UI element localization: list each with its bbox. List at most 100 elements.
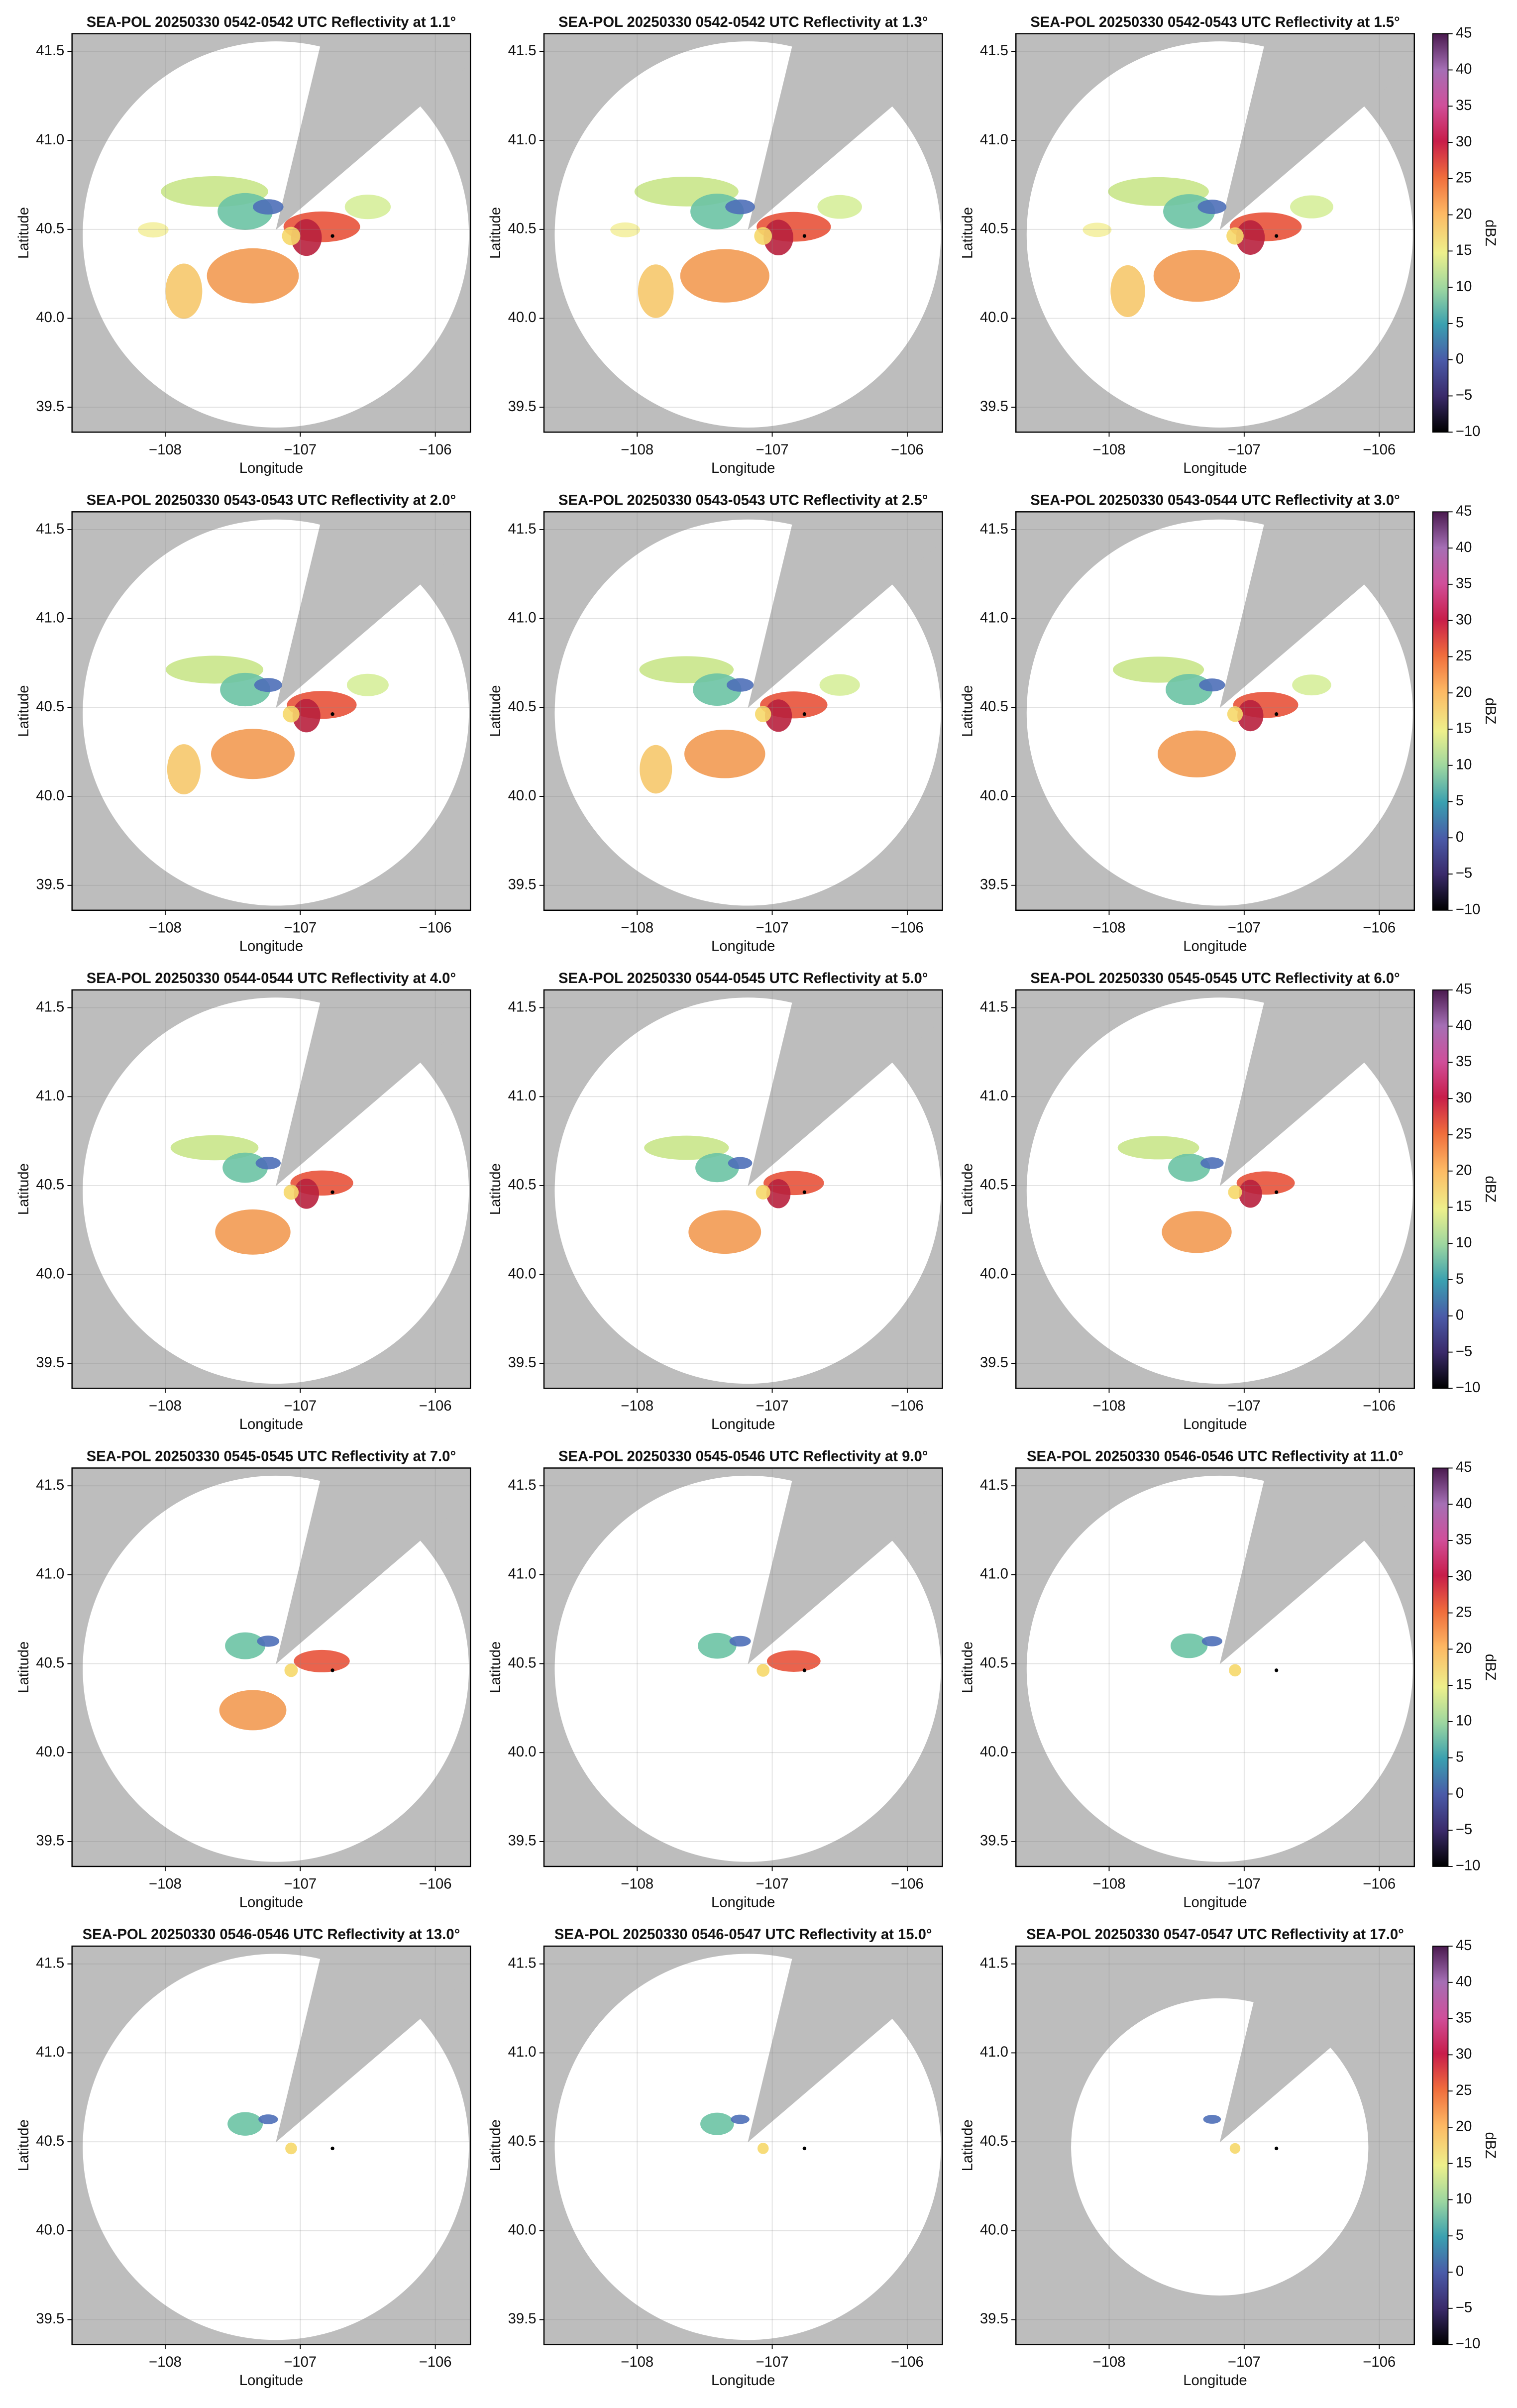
echo bbox=[283, 1185, 299, 1200]
y-tick-label: 41.5 bbox=[508, 999, 537, 1015]
colorbar-tick-label: 30 bbox=[1456, 612, 1472, 628]
x-tick-label: −106 bbox=[891, 442, 924, 458]
panel: −108 −107 −106 39.5 40.0 40.5 41.0 41.5 SEA-POL … bbox=[488, 14, 943, 476]
colorbar-tick-label: 5 bbox=[1456, 1271, 1464, 1287]
x-tick-label: −107 bbox=[756, 2354, 789, 2370]
panel: −108 −107 −106 39.5 40.0 40.5 41.0 41.5 SEA-POL … bbox=[960, 14, 1498, 476]
blocked-sector bbox=[1219, 1468, 1414, 1664]
colorbar-tick-label: 0 bbox=[1456, 829, 1464, 845]
echo bbox=[1168, 1153, 1210, 1182]
y-tick-label: 41.0 bbox=[980, 610, 1008, 626]
colorbar-tick-label: 45 bbox=[1456, 1459, 1472, 1475]
y-axis-label: Latitude bbox=[960, 207, 976, 259]
colorbar-tick-label: 20 bbox=[1456, 1641, 1472, 1656]
x-tick-label: −108 bbox=[621, 1876, 653, 1892]
plot-area bbox=[72, 989, 471, 1389]
axes-frame bbox=[1015, 33, 1415, 433]
x-axis-label: Longitude bbox=[239, 1417, 303, 1432]
echo bbox=[644, 1135, 729, 1160]
x-tick-label: −107 bbox=[756, 920, 789, 936]
panel: −108 −107 −106 39.5 40.0 40.5 41.0 41.5 SEA-POL … bbox=[488, 1927, 943, 2389]
y-tick-label: 39.5 bbox=[508, 876, 537, 892]
echo bbox=[755, 706, 771, 722]
y-tick-label: 40.5 bbox=[508, 1177, 537, 1193]
echo bbox=[138, 222, 169, 238]
colorbar-tick-label: 0 bbox=[1456, 351, 1464, 367]
blocked-sector bbox=[276, 512, 471, 708]
y-axis-label: Latitude bbox=[488, 2119, 504, 2171]
plot-area bbox=[543, 1946, 943, 2345]
x-tick-label: −107 bbox=[756, 1876, 789, 1892]
colorbar-tick-label: 40 bbox=[1456, 1496, 1472, 1512]
x-tick-label: −108 bbox=[1093, 2354, 1126, 2370]
echo bbox=[1162, 1211, 1232, 1253]
plot-area bbox=[1016, 33, 1414, 433]
colorbar-tick-label: 25 bbox=[1456, 648, 1472, 664]
colorbar bbox=[1432, 1467, 1449, 1867]
x-tick-label: −108 bbox=[1093, 920, 1126, 936]
colorbar-tick-label: 10 bbox=[1456, 2191, 1472, 2207]
x-tick-label: −108 bbox=[149, 1398, 182, 1414]
y-tick-label: 39.5 bbox=[508, 1355, 537, 1371]
echo bbox=[346, 673, 389, 696]
panel: −108 −107 −106 39.5 40.0 40.5 41.0 41.5 SEA-POL … bbox=[960, 1927, 1498, 2389]
y-tick-label: 41.0 bbox=[36, 610, 64, 626]
x-tick-label: −107 bbox=[756, 442, 789, 458]
site-marker bbox=[1274, 712, 1279, 716]
echo bbox=[819, 674, 860, 696]
colorbar-tick-label: 40 bbox=[1456, 61, 1472, 77]
x-tick-label: −106 bbox=[1363, 2354, 1396, 2370]
y-tick-label: 39.5 bbox=[508, 1833, 537, 1849]
echo bbox=[610, 222, 641, 237]
y-tick-label: 41.0 bbox=[508, 2044, 537, 2060]
colorbar-tick-label: 5 bbox=[1456, 315, 1464, 331]
y-tick-label: 40.5 bbox=[508, 221, 537, 237]
panel-title: SEA-POL 20250330 0543-0544 UTC Reflectiv… bbox=[1030, 492, 1400, 508]
y-tick-label: 40.5 bbox=[36, 699, 64, 715]
y-tick-label: 40.0 bbox=[36, 310, 64, 326]
y-tick-label: 40.5 bbox=[980, 1177, 1008, 1193]
x-tick-label: −106 bbox=[419, 442, 452, 458]
blocked-sector bbox=[276, 1946, 471, 2143]
y-tick-label: 41.5 bbox=[980, 521, 1008, 537]
x-tick-label: −107 bbox=[1228, 442, 1261, 458]
y-tick-label: 39.5 bbox=[980, 876, 1008, 892]
y-tick-label: 40.0 bbox=[980, 2222, 1008, 2238]
y-tick-label: 40.0 bbox=[36, 788, 64, 804]
axes-frame bbox=[71, 33, 471, 433]
axes-frame bbox=[71, 511, 471, 911]
colorbar-tick-label: 5 bbox=[1456, 793, 1464, 809]
colorbar-tick-label: −5 bbox=[1456, 1822, 1472, 1838]
colorbar-tick-label: 40 bbox=[1456, 540, 1472, 555]
y-tick-label: 40.0 bbox=[36, 1266, 64, 1282]
panel-title: SEA-POL 20250330 0545-0546 UTC Reflectiv… bbox=[558, 1449, 928, 1465]
y-tick-label: 41.0 bbox=[980, 132, 1008, 148]
blocked-sector bbox=[276, 1468, 471, 1664]
colorbar-tick-label: 15 bbox=[1456, 2155, 1472, 2171]
x-tick-label: −107 bbox=[756, 1398, 789, 1414]
x-tick-label: −108 bbox=[149, 1876, 182, 1892]
y-tick-label: 39.5 bbox=[508, 2311, 537, 2327]
x-tick-label: −106 bbox=[419, 1876, 452, 1892]
blocked-sector bbox=[1219, 989, 1414, 1186]
y-axis-label: Latitude bbox=[16, 1642, 32, 1693]
plot-area bbox=[543, 989, 943, 1389]
x-tick-label: −107 bbox=[284, 2354, 317, 2370]
site-marker bbox=[330, 712, 334, 716]
x-axis-label: Longitude bbox=[711, 1895, 775, 1911]
y-tick-label: 41.5 bbox=[36, 999, 64, 1015]
y-tick-label: 41.0 bbox=[36, 132, 64, 148]
site-marker bbox=[1274, 234, 1279, 238]
site-marker bbox=[802, 234, 807, 238]
x-tick-label: −106 bbox=[1363, 920, 1396, 936]
echo bbox=[757, 1663, 770, 1677]
echo bbox=[684, 729, 765, 778]
plot-area bbox=[72, 33, 471, 433]
echo bbox=[1229, 1664, 1241, 1677]
echo bbox=[254, 678, 282, 692]
x-tick-label: −108 bbox=[149, 2354, 182, 2370]
x-tick-label: −108 bbox=[1093, 442, 1126, 458]
panel: −108 −107 −106 39.5 40.0 40.5 41.0 41.5 SEA-POL … bbox=[16, 1927, 471, 2389]
colorbar-tick-label: −10 bbox=[1456, 902, 1481, 918]
